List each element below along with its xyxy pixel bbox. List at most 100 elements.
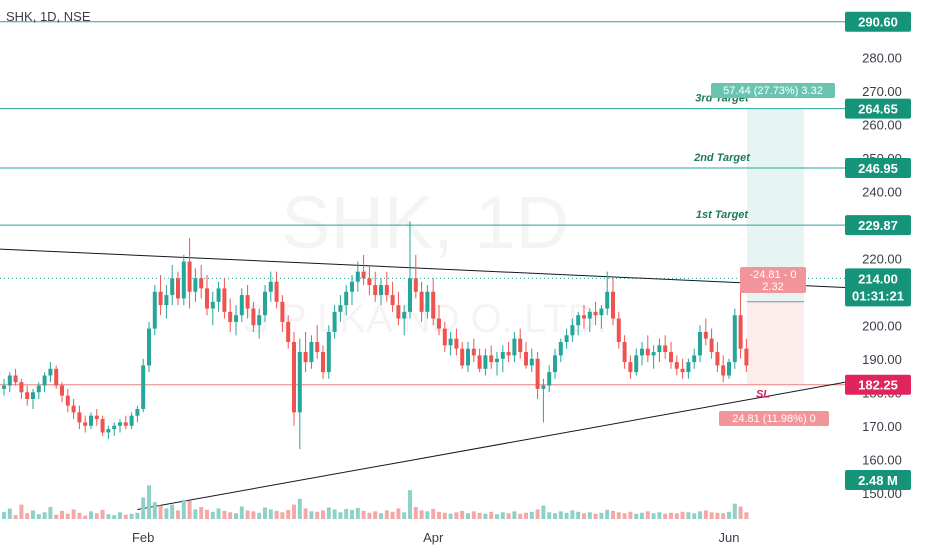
candle-body-21: [123, 422, 128, 426]
volume-bar-89: [518, 513, 523, 519]
candle-body-38: [222, 288, 227, 312]
candle-body-85: [495, 358, 499, 363]
volume-bar-94: [547, 512, 552, 519]
candle-body-48: [280, 301, 285, 322]
candle-body-75: [437, 318, 441, 329]
candle-body-97: [564, 335, 569, 342]
time-axis[interactable]: FebAprJunAug: [132, 530, 932, 545]
volume-bar-41: [239, 506, 244, 519]
volume-bar-20: [118, 512, 122, 519]
volume-bar-92: [535, 509, 540, 519]
price-badge-3: [845, 215, 911, 236]
candle-body-0: [2, 385, 6, 389]
volume-bar-81: [471, 511, 476, 519]
x-tick-1: Apr: [423, 530, 444, 545]
candle-body-82: [477, 355, 482, 369]
y-tick-4: 190.00: [862, 352, 902, 367]
candle-body-8: [48, 368, 53, 376]
candle-body-18: [106, 429, 111, 433]
volume-bar-108: [628, 511, 633, 519]
candle-body-83: [483, 355, 488, 369]
chart-watermark: SHK, 1D S P LKA ND O. LTD.: [242, 181, 607, 341]
volume-bar-101: [587, 512, 592, 519]
volume-bar-120: [698, 511, 702, 519]
volume-bar-111: [645, 511, 650, 519]
candle-body-89: [518, 338, 523, 353]
candle-body-35: [205, 288, 209, 309]
candle-body-103: [599, 308, 604, 316]
volume-bar-34: [199, 507, 204, 519]
volume-bar-31: [181, 499, 186, 519]
volume-bar-61: [355, 507, 360, 519]
candle-body-76: [442, 328, 447, 346]
volume-bar-27: [158, 505, 163, 519]
current-countdown: 01:31:21: [852, 288, 904, 303]
candle-body-19: [112, 425, 117, 430]
candle-body-127: [738, 315, 743, 349]
volume-bar-43: [251, 511, 256, 519]
volume-bar-46: [268, 509, 273, 519]
volume-bar-97: [564, 512, 569, 519]
chart-title: SHK, 1D, NSE: [6, 9, 91, 24]
volume-bar-74: [431, 508, 436, 519]
candle-body-102: [593, 311, 598, 316]
volume-bar-128: [744, 512, 749, 519]
volume-bar-52: [303, 508, 308, 519]
volume-bar-102: [593, 513, 598, 519]
volume-bar-118: [686, 512, 691, 519]
candle-body-30: [176, 278, 180, 299]
candle-body-57: [332, 311, 337, 332]
watermark-ticker: SHK, 1D: [281, 181, 569, 264]
candle-body-28: [164, 295, 169, 306]
volume-bar-121: [703, 510, 708, 519]
candle-body-20: [118, 422, 122, 426]
volume-badge: [845, 470, 911, 490]
target-box-label: 57.44 (27.73%) 3.32: [723, 85, 823, 97]
candle-body-78: [454, 338, 459, 349]
candle-body-88: [512, 338, 517, 356]
volume-bar-37: [216, 508, 221, 519]
price-axis[interactable]: 150.00160.00170.00180.00190.00200.00210.…: [845, 0, 932, 550]
volume-bar-16: [94, 513, 99, 519]
volume-bar-39: [228, 512, 233, 519]
volume-bar-23: [135, 512, 140, 519]
volume-bar-62: [361, 510, 366, 519]
trend-line-1: [137, 381, 846, 510]
price-badge-label-1: 264.65: [858, 102, 898, 117]
volume-bar-84: [489, 511, 494, 519]
volume-bar-83: [483, 513, 488, 519]
candle-body-67: [390, 295, 395, 306]
candle-body-47: [274, 281, 279, 302]
y-tick-11: 260.00: [862, 117, 902, 132]
volume-bar-64: [373, 511, 378, 519]
candle-body-10: [60, 385, 64, 396]
candle-body-25: [147, 328, 151, 366]
candle-body-73: [425, 291, 430, 312]
volume-bar-73: [425, 511, 430, 519]
candle-body-9: [54, 368, 59, 386]
volume-bar-107: [622, 513, 627, 519]
volume-bar-3: [19, 504, 24, 519]
candle-body-118: [686, 362, 691, 373]
candle-body-107: [622, 342, 627, 363]
volume-bar-48: [280, 512, 285, 519]
volume-bar-95: [553, 513, 557, 519]
candle-body-95: [553, 355, 557, 373]
watermark-company: S P LKA ND O. LTD.: [242, 297, 607, 341]
volume-bar-12: [71, 509, 76, 519]
candle-body-122: [709, 338, 714, 353]
candle-body-84: [489, 355, 494, 363]
volume-bar-15: [89, 511, 93, 519]
volume-bar-0: [2, 511, 6, 519]
candle-body-87: [506, 352, 511, 356]
candle-body-90: [524, 352, 528, 366]
volume-bar-2: [13, 515, 18, 519]
y-tick-1: 160.00: [862, 452, 902, 467]
candle-body-2: [13, 375, 18, 383]
x-tick-0: Feb: [132, 530, 154, 545]
volume-bar-38: [222, 510, 227, 519]
volume-bars: [2, 485, 749, 519]
candle-body-51: [297, 352, 302, 413]
